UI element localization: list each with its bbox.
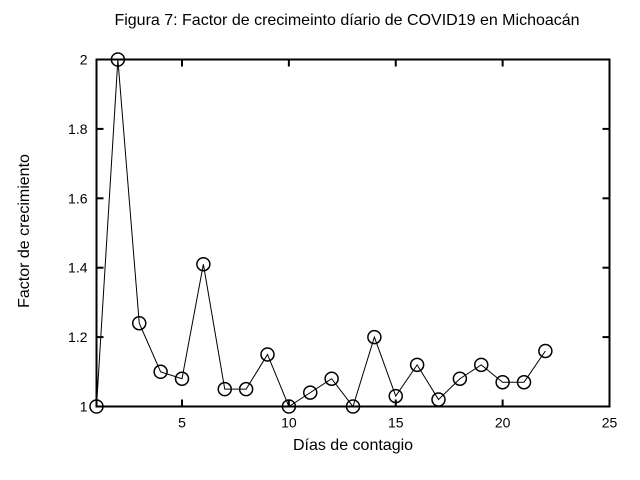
data-point-marker (324, 371, 339, 386)
y-tick-label: 1.2 (68, 329, 88, 345)
data-point-marker (281, 399, 297, 414)
data-point-marker (238, 381, 254, 397)
y-tick-label: 1.4 (68, 260, 88, 276)
data-point-marker (367, 329, 382, 345)
x-axis-label: Días de contagio (292, 437, 414, 454)
data-point-marker (110, 52, 126, 67)
data-point-marker (196, 256, 211, 272)
data-point-marker (516, 374, 532, 390)
plot-frame (95, 58, 611, 408)
x-tick-label: 20 (495, 415, 511, 431)
data-point-marker (538, 343, 553, 359)
data-point-marker (217, 381, 232, 397)
chart-title: Figura 7: Factor de crecimeinto díario d… (114, 12, 580, 29)
data-point-marker (495, 374, 510, 390)
y-tick-label: 1.8 (68, 121, 88, 137)
data-point-marker (409, 357, 425, 373)
x-tick-label: 10 (281, 415, 297, 431)
x-tick-label: 15 (388, 415, 404, 431)
x-tick-label: 5 (178, 415, 186, 431)
x-tick-label: 25 (602, 415, 618, 431)
data-point-marker (474, 357, 489, 373)
y-tick-label: 1 (80, 399, 88, 415)
data-point-marker (431, 392, 446, 407)
data-point-marker (153, 364, 168, 380)
data-point-marker (345, 399, 361, 414)
y-tick-label: 2 (80, 52, 88, 68)
data-point-marker (89, 399, 104, 414)
data-point-marker (388, 388, 403, 404)
data-point-marker (303, 385, 318, 400)
data-point-marker (452, 371, 468, 386)
data-point-marker (132, 315, 147, 331)
y-tick-label: 1.6 (68, 190, 88, 206)
data-point-marker (260, 347, 275, 362)
data-point-marker (174, 371, 190, 386)
data-line (96, 59, 546, 408)
